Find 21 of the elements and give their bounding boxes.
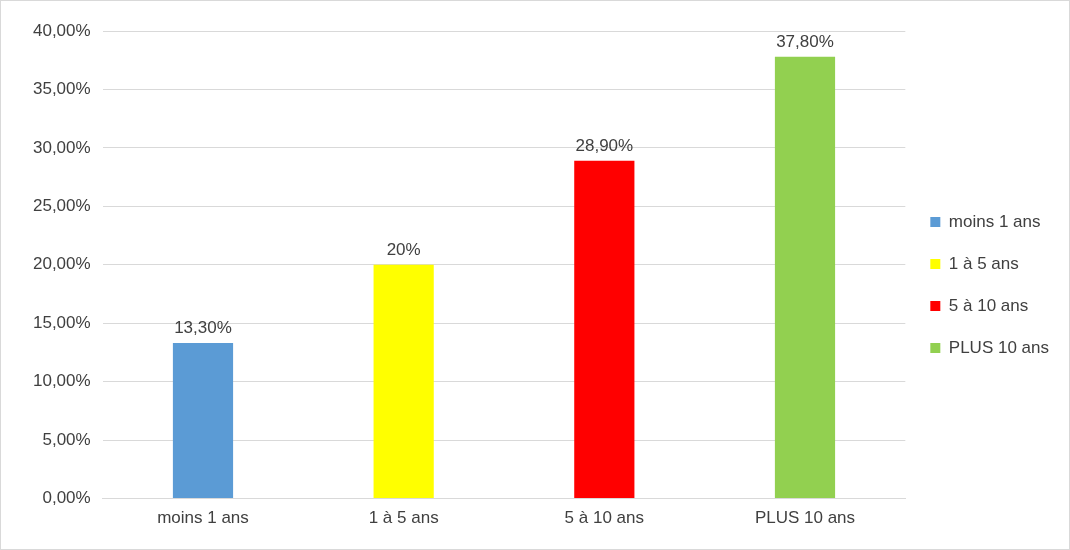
y-tick-label: 15,00% — [32, 312, 91, 332]
x-tick-label: 5 à 10 ans — [564, 508, 645, 528]
data-label: 20% — [386, 239, 421, 259]
x-tick-label: moins 1 ans — [157, 508, 249, 528]
x-tick-label: PLUS 10 ans — [754, 508, 856, 528]
y-tick-label: 0,00% — [42, 488, 91, 508]
y-tick-label: 25,00% — [32, 196, 91, 216]
y-tick-label: 10,00% — [32, 371, 91, 391]
data-label: 37,80% — [776, 31, 834, 51]
y-tick-label: 35,00% — [32, 79, 91, 99]
data-label: 13,30% — [174, 318, 232, 338]
data-label: 28,90% — [575, 135, 634, 155]
y-tick-label: 20,00% — [32, 254, 91, 274]
y-tick-label: 5,00% — [42, 429, 91, 449]
y-tick-label: 30,00% — [32, 137, 91, 157]
legend-label: 1 à 5 ans — [948, 253, 1019, 273]
x-tick-label: 1 à 5 ans — [368, 508, 439, 528]
legend-label: PLUS 10 ans — [948, 337, 1050, 357]
legend-label: moins 1 ans — [948, 211, 1041, 231]
y-tick-label: 40,00% — [32, 20, 91, 40]
legend-label: 5 à 10 ans — [948, 295, 1029, 315]
